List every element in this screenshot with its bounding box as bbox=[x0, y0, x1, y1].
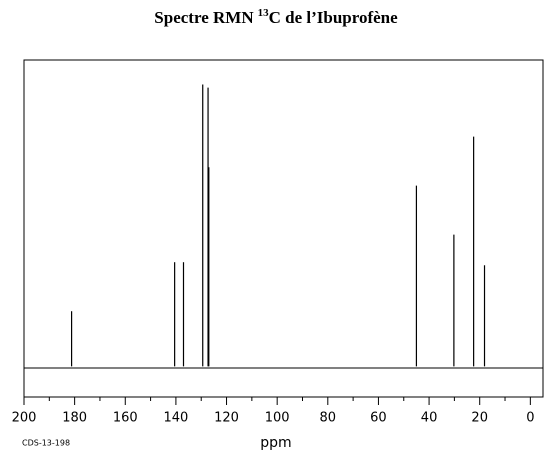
x-tick-label: 100 bbox=[265, 411, 290, 426]
x-tick-label: 140 bbox=[163, 411, 188, 426]
chart-title: Spectre RMN 13C de l’Ibuprofène bbox=[154, 7, 398, 27]
x-tick-label: 160 bbox=[113, 411, 138, 426]
x-tick-label: 0 bbox=[526, 411, 534, 426]
x-axis-label: ppm bbox=[260, 435, 291, 451]
x-tick-label: 40 bbox=[421, 411, 438, 426]
x-tick-label: 120 bbox=[214, 411, 239, 426]
chart-note: CDS-13-198 bbox=[22, 439, 70, 448]
x-tick-label: 20 bbox=[471, 411, 488, 426]
plot-frame bbox=[23, 59, 544, 398]
title-text: Spectre RMN bbox=[154, 8, 254, 27]
x-tick-label: 60 bbox=[370, 411, 387, 426]
title-text: C de l’Ibuprofène bbox=[269, 8, 399, 27]
title-superscript: 13 bbox=[258, 7, 270, 19]
x-tick-label: 80 bbox=[320, 411, 337, 426]
x-tick-label: 200 bbox=[12, 411, 37, 426]
x-tick-label: 180 bbox=[62, 411, 87, 426]
